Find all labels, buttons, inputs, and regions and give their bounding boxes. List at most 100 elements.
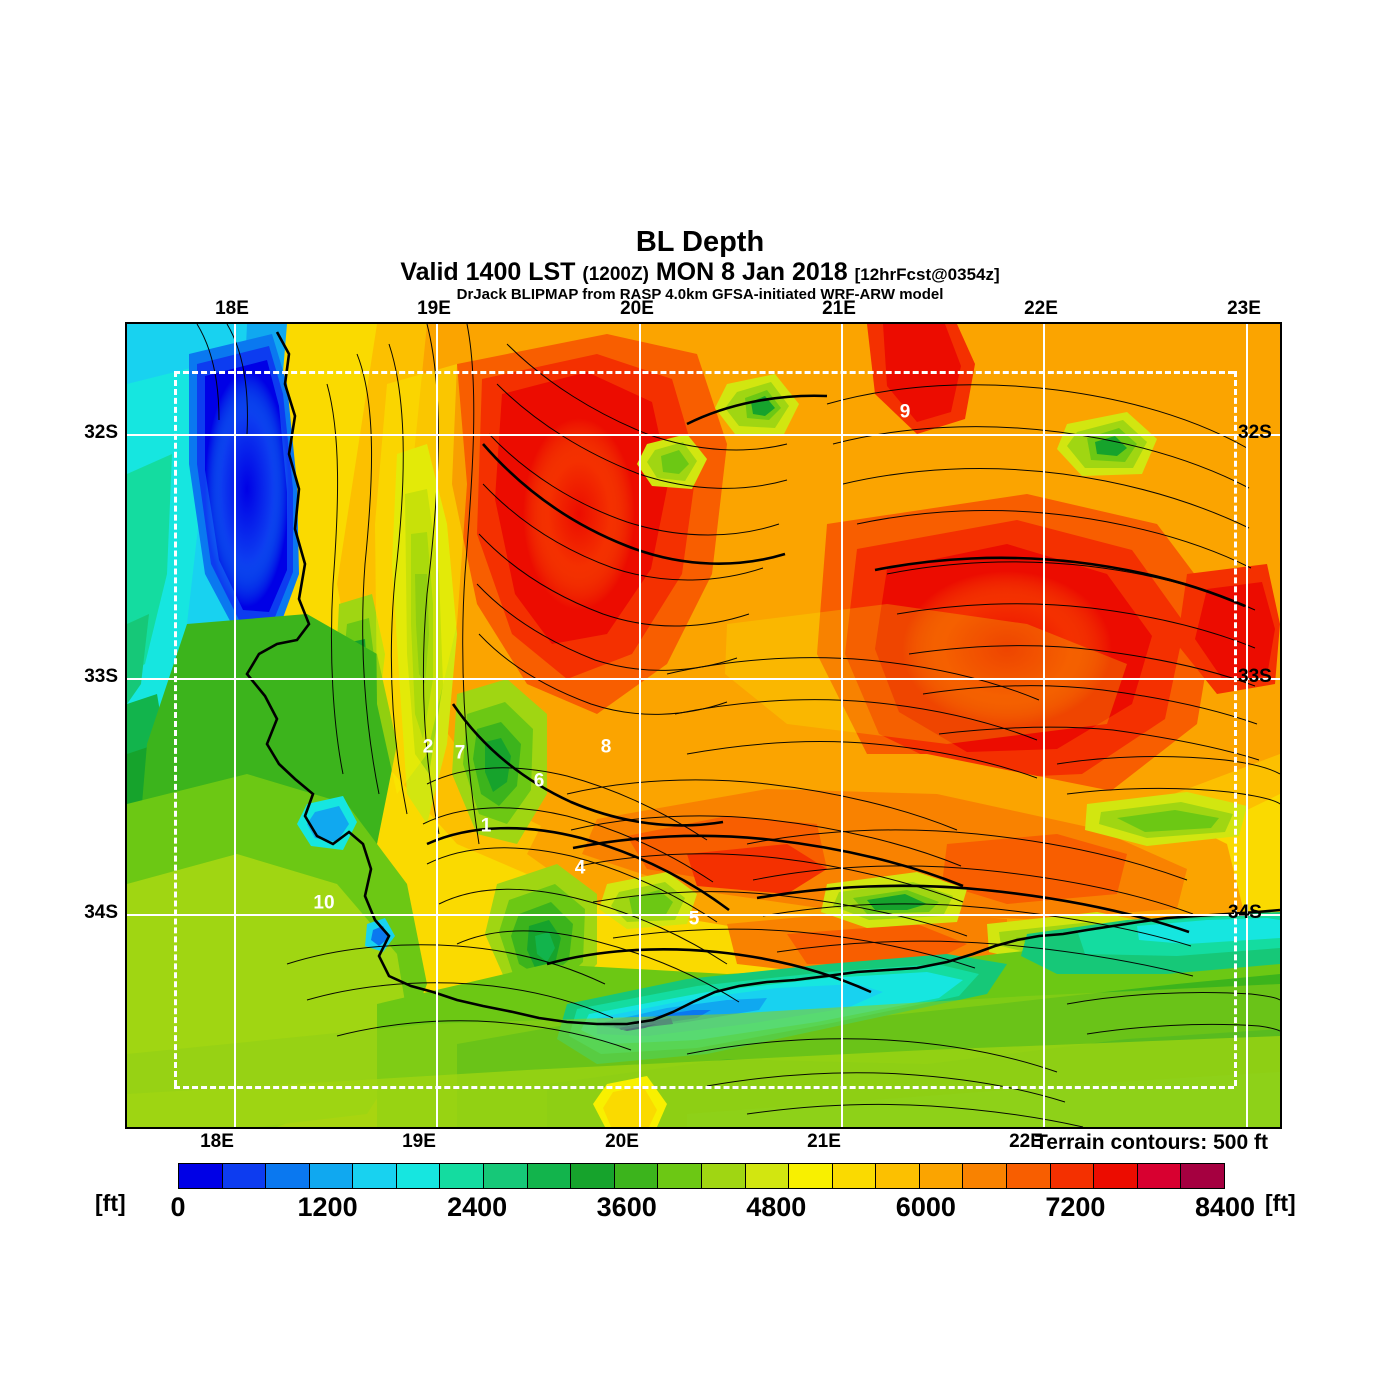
- gridline-lon-18e: [234, 324, 236, 1127]
- axis-label-lon-top-3: 21E: [822, 298, 856, 319]
- region-karoo-south-hot: [787, 924, 967, 964]
- colorbar-swatch-13: [745, 1164, 790, 1188]
- valid-time-prefix: Valid 1400 LST: [400, 258, 576, 286]
- forecast-tag: [12hrFcst@0354z]: [854, 265, 1000, 284]
- colorbar-swatch-4: [353, 1164, 397, 1188]
- waypoint-marker-4[interactable]: 4: [574, 857, 586, 879]
- colorbar-unit-right: [ft]: [1265, 1190, 1296, 1216]
- axis-label-lat-left-2: 34S: [84, 902, 118, 923]
- valid-date: MON 8 Jan 2018: [655, 258, 848, 286]
- gridline-lon-19e: [436, 324, 438, 1127]
- domain-box-bottom: [174, 1086, 1234, 1089]
- colorbar-swatch-11: [658, 1164, 702, 1188]
- region-spot-a3: [661, 450, 689, 474]
- gridline-lon-22e: [1043, 324, 1045, 1127]
- yellow-band-central: [725, 604, 1127, 744]
- region-karoo-hot2: [942, 834, 1127, 904]
- axis-label-lon-top-2: 20E: [620, 298, 654, 319]
- coastline: [245, 331, 1280, 1026]
- axis-label-lon-top-4: 22E: [1024, 298, 1058, 319]
- axis-label-lon-top-1: 19E: [417, 298, 451, 319]
- colorbar-swatch-6: [440, 1164, 485, 1188]
- colorbar-tick-2400: 2400: [447, 1192, 508, 1222]
- colorbar-swatch-18: [963, 1164, 1007, 1188]
- axis-label-lon-bottom-2: 20E: [605, 1131, 639, 1152]
- colorbar-swatch-23: [1181, 1164, 1224, 1188]
- axis-label-lon-bottom-3: 21E: [807, 1131, 841, 1152]
- terrain-contours: [196, 324, 1280, 1127]
- gridline-lat-34s: [127, 914, 1280, 916]
- colorbar-swatch-19: [1006, 1164, 1051, 1188]
- region-mid-range5: [535, 932, 555, 962]
- colorbar-swatch-20: [1050, 1164, 1095, 1188]
- page-title: BL Depth: [635, 226, 765, 258]
- axis-label-lat-right-1: 33S: [1238, 666, 1272, 687]
- waypoint-marker-10[interactable]: 10: [313, 892, 335, 914]
- colorbar-tick-6000: 6000: [895, 1192, 956, 1222]
- colorbar-unit-left: [ft]: [95, 1190, 126, 1216]
- ocean-far-green2: [127, 614, 149, 704]
- colorbar-swatch-22: [1137, 1164, 1182, 1188]
- waypoint-marker-5[interactable]: 5: [688, 908, 700, 930]
- axis-label-lat-left-1: 33S: [84, 666, 118, 687]
- bottom-yellow-notch2: [603, 1086, 657, 1127]
- waypoint-marker-6[interactable]: 6: [533, 770, 545, 792]
- region-ceder-green4: [485, 738, 511, 792]
- colorbar-tick-1200: 1200: [297, 1192, 358, 1222]
- valid-time-subtitle: Valid 1400 LST (1200Z) MON 8 Jan 2018 [1…: [0, 258, 1400, 287]
- colorbar-tick-7200: 7200: [1045, 1192, 1106, 1222]
- axis-label-lon-bottom-4: 22E: [1009, 1131, 1043, 1152]
- colorbar-swatch-21: [1094, 1164, 1138, 1188]
- domain-box-left: [174, 371, 177, 1086]
- region-karoo-max1: [687, 844, 827, 894]
- waypoint-marker-1[interactable]: 1: [480, 815, 492, 837]
- map-plot-area[interactable]: 1 2 4 5 6 7 8 9 10: [125, 322, 1282, 1129]
- axis-label-lat-left-0: 32S: [84, 422, 118, 443]
- axis-label-lat-right-0: 32S: [1238, 422, 1272, 443]
- colorbar-swatch-16: [876, 1164, 920, 1188]
- colorbar-swatch-1: [222, 1164, 267, 1188]
- domain-box-right: [1234, 371, 1237, 1086]
- gridline-lon-20e: [639, 324, 641, 1127]
- waypoint-marker-2[interactable]: 2: [422, 736, 434, 758]
- colorbar-tick-0: 0: [170, 1192, 186, 1222]
- colorbar-swatch-10: [614, 1164, 659, 1188]
- axis-label-lon-top-5: 23E: [1227, 298, 1261, 319]
- terrain-contours-major: [426, 394, 1246, 994]
- south-edge-lime2: [127, 1036, 1280, 1127]
- valid-time-utc: (1200Z): [582, 264, 649, 285]
- waypoint-marker-9[interactable]: 9: [899, 401, 911, 423]
- gridline-lon-23e: [1246, 324, 1248, 1127]
- colorbar-swatch-9: [571, 1164, 615, 1188]
- colorbar-tick-8400: 8400: [1194, 1192, 1256, 1222]
- colorbar-tick-3600: 3600: [596, 1192, 657, 1222]
- region-belt-d3: [1117, 810, 1219, 832]
- bl-depth-field: [127, 324, 1280, 1127]
- colorbar-swatch-12: [701, 1164, 746, 1188]
- model-source-note: DrJack BLIPMAP from RASP 4.0km GFSA-init…: [456, 286, 944, 303]
- gridline-lat-33s: [127, 678, 1280, 680]
- false-bay-cool2: [307, 806, 349, 842]
- axis-label-lon-bottom-0: 18E: [200, 1131, 234, 1152]
- gridline-lon-21e: [841, 324, 843, 1127]
- axis-label-lat-right-2: 34S: [1228, 902, 1262, 923]
- east-coast-cool3: [1137, 918, 1280, 944]
- terrain-contour-note: Terrain contours: 500 ft: [1035, 1131, 1268, 1154]
- region-west-range-core: [415, 574, 429, 684]
- colorbar-swatch-2: [266, 1164, 310, 1188]
- colorbar-swatch-17: [919, 1164, 964, 1188]
- colorbar-swatch-0: [179, 1164, 223, 1188]
- map-raster: [127, 324, 1280, 1127]
- region-belt-b4: [867, 894, 927, 910]
- waypoint-marker-7[interactable]: 7: [454, 742, 466, 764]
- region-spot-c4: [1095, 436, 1127, 456]
- colorbar-swatch-15: [832, 1164, 877, 1188]
- colorbar-swatch-7: [484, 1164, 528, 1188]
- colorbar[interactable]: [178, 1163, 1225, 1189]
- colorbar-tick-4800: 4800: [746, 1192, 807, 1222]
- colorbar-swatch-8: [527, 1164, 572, 1188]
- yellow-band-west: [375, 364, 467, 794]
- colorbar-swatch-14: [789, 1164, 833, 1188]
- waypoint-marker-8[interactable]: 8: [600, 736, 612, 758]
